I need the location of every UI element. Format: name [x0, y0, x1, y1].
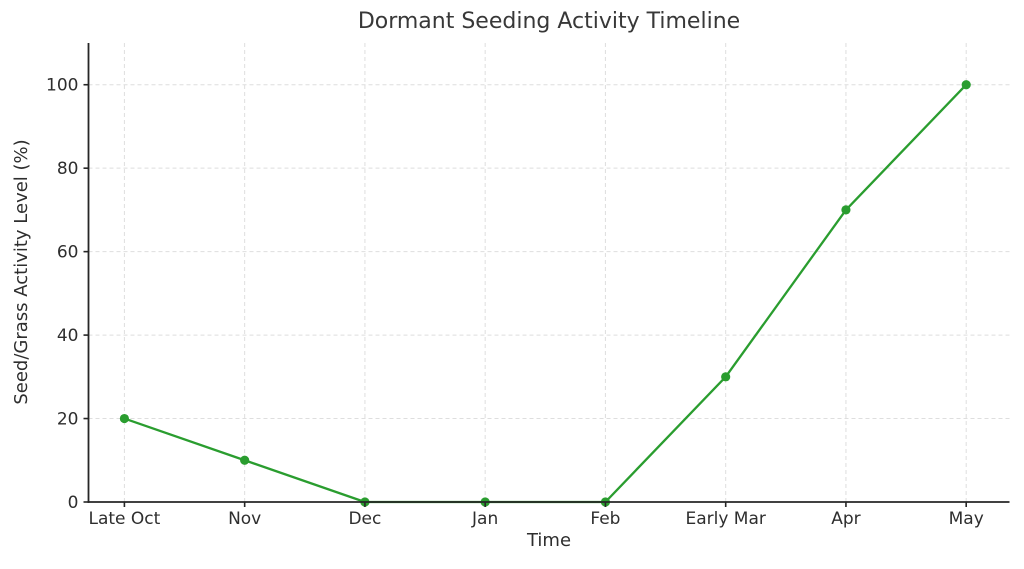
x-tick-label: Apr: [831, 509, 860, 529]
x-tick-label: Dec: [348, 509, 381, 529]
x-tick-label: Feb: [590, 509, 620, 529]
data-point-marker: [841, 205, 851, 215]
x-axis-label: Time: [526, 530, 572, 551]
y-tick-label: 60: [57, 243, 79, 263]
x-tick-label: Early Mar: [685, 509, 765, 529]
x-tick-label: May: [949, 509, 984, 529]
x-tick-label: Late Oct: [88, 509, 160, 529]
y-tick-label: 0: [68, 493, 79, 513]
y-tick-label: 20: [57, 410, 79, 430]
y-tick-label: 100: [46, 76, 78, 96]
y-tick-label: 80: [57, 159, 79, 179]
data-point-marker: [240, 455, 250, 465]
y-axis-label: Seed/Grass Activity Level (%): [11, 139, 32, 405]
data-point-marker: [721, 372, 731, 382]
x-tick-label: Jan: [471, 509, 498, 529]
y-tick-label: 40: [57, 326, 79, 346]
data-point-marker: [961, 80, 971, 90]
data-point-marker: [119, 413, 129, 424]
activity-line-series: [123, 83, 968, 504]
chart-title: Dormant Seeding Activity Timeline: [357, 9, 741, 34]
x-tick-label: Nov: [228, 509, 261, 529]
